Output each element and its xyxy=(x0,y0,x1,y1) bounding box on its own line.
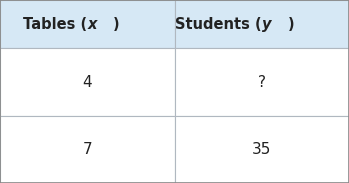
Text: y: y xyxy=(262,17,271,32)
Bar xyxy=(174,48,349,116)
Text: x: x xyxy=(87,17,97,32)
Text: 35: 35 xyxy=(252,142,272,157)
Bar xyxy=(174,116,349,183)
Text: Students (: Students ( xyxy=(175,17,262,32)
Bar xyxy=(174,0,349,48)
Text: 7: 7 xyxy=(82,142,92,157)
Text: ): ) xyxy=(113,17,119,32)
Bar xyxy=(0,116,174,183)
Bar xyxy=(0,48,174,116)
Text: 4: 4 xyxy=(82,75,92,90)
Text: ): ) xyxy=(288,17,294,32)
Text: Tables (: Tables ( xyxy=(23,17,87,32)
Bar xyxy=(0,0,174,48)
Text: ?: ? xyxy=(258,75,266,90)
